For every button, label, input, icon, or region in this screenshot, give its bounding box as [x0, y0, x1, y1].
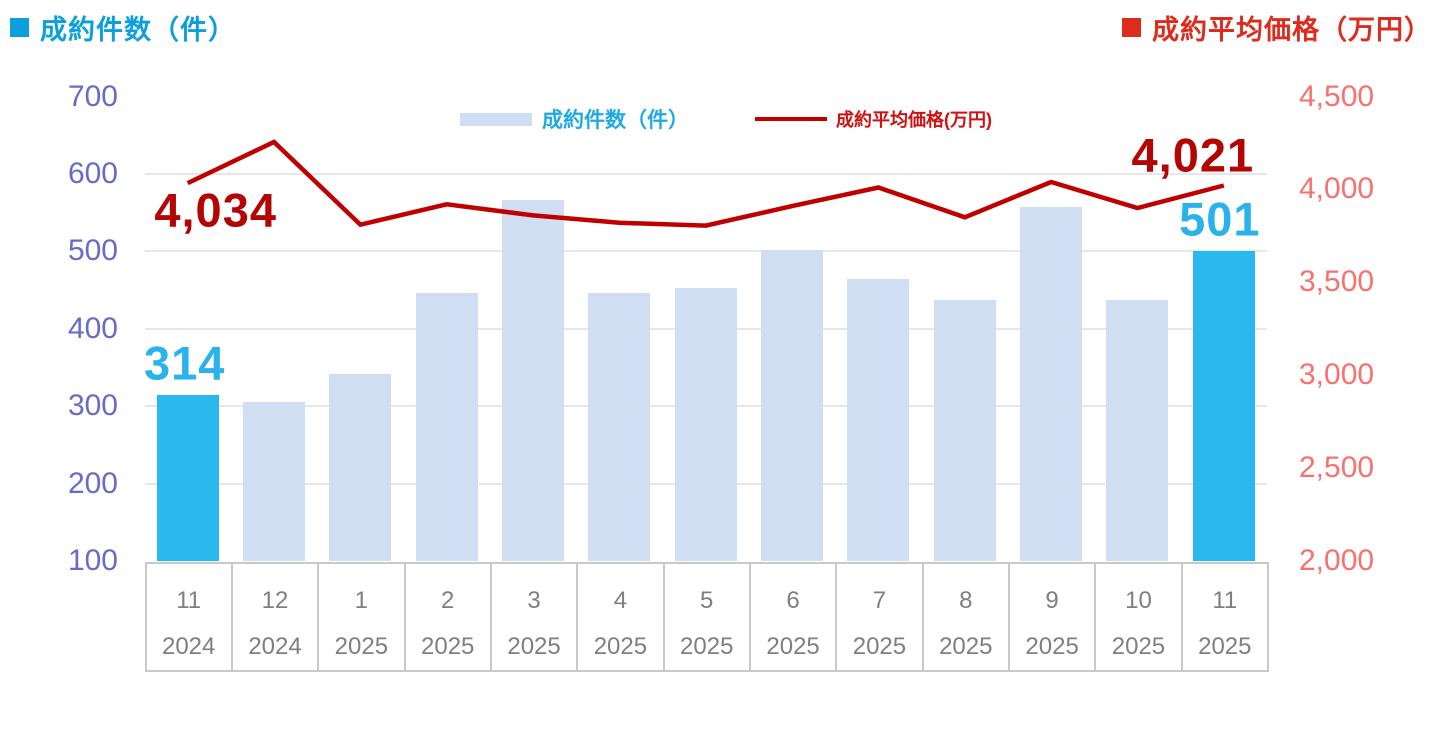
bar-7-2025 — [847, 279, 910, 561]
left-axis-tick-label: 500 — [67, 234, 118, 268]
bar-4-2025 — [588, 293, 651, 561]
gridline — [144, 172, 1267, 175]
x-axis-cell-1-2025: 1 2025 — [319, 564, 406, 670]
left-axis-tick-label: 200 — [67, 466, 118, 500]
x-axis-year-label: 2025 — [939, 633, 993, 660]
x-axis-month-label: 5 — [700, 587, 714, 614]
left-axis-tick-label: 100 — [67, 544, 118, 577]
left-axis-tick-label: 300 — [67, 389, 118, 423]
bar-value-label-501: 501 — [1179, 192, 1261, 246]
line-value-label-4034: 4,034 — [154, 183, 277, 237]
right-axis-tick-label: 2,000 — [1299, 544, 1375, 577]
x-axis-cell-10-2025: 10 2025 — [1096, 564, 1183, 670]
x-axis-year-label: 2025 — [421, 633, 475, 660]
x-axis-cell-5-2025: 5 2025 — [665, 564, 751, 670]
right-series-title: 成約平均価格（万円） — [1122, 8, 1432, 47]
line-value-label-4021: 4,021 — [1131, 128, 1255, 182]
x-axis-cell-12-2024: 12 2024 — [233, 564, 320, 670]
x-axis-cell-4-2025: 4 2025 — [578, 564, 665, 670]
left-axis-tick-label: 700 — [67, 79, 118, 113]
x-axis-cell-11-2025: 11 2025 — [1183, 564, 1267, 670]
x-axis-table: 11 2024 12 2024 1 2025 2 2025 3 2025 4 2025 5 2025 6 20… — [144, 562, 1269, 672]
x-axis-month-label: 8 — [959, 587, 973, 614]
legend-bar-label: 成約件数（件） — [542, 109, 689, 132]
right-axis-tick-label: 4,000 — [1299, 172, 1375, 206]
legend: 成約件数（件） 成約平均価格(万円) — [460, 104, 992, 134]
x-axis-year-label: 2025 — [1111, 633, 1166, 660]
bar-11-2024 — [156, 395, 219, 561]
x-axis-cell-8-2025: 8 2025 — [924, 564, 1010, 670]
bar-12-2024 — [243, 402, 306, 561]
bar-1-2025 — [329, 374, 392, 561]
x-axis-month-label: 9 — [1045, 587, 1059, 614]
x-axis-year-label: 2025 — [766, 633, 820, 660]
bar-5-2025 — [674, 288, 737, 561]
bar-11-2025 — [1192, 250, 1255, 561]
right-series-title-text: 成約平均価格（万円） — [1152, 15, 1432, 45]
x-axis-year-label: 2024 — [161, 633, 216, 660]
bar-9-2025 — [1020, 207, 1083, 561]
bar-8-2025 — [933, 300, 996, 561]
x-axis-month-label: 6 — [786, 587, 800, 614]
x-axis-cell-2-2025: 2 2025 — [406, 564, 492, 670]
x-axis-month-label: 3 — [527, 587, 541, 614]
right-axis-tick-label: 3,000 — [1299, 358, 1375, 392]
x-axis-cell-3-2025: 3 2025 — [492, 564, 579, 670]
cyan-square-icon — [10, 18, 29, 37]
left-series-title: 成約件数（件） — [10, 8, 236, 47]
x-axis-year-label: 2025 — [507, 633, 561, 660]
bar-3-2025 — [502, 200, 565, 561]
bar-2-2025 — [415, 293, 478, 561]
left-axis-tick-label: 600 — [67, 156, 118, 190]
x-axis-year-label: 2025 — [593, 633, 648, 660]
x-axis-year-label: 2025 — [1025, 633, 1079, 660]
x-axis-month-label: 12 — [261, 587, 289, 614]
x-axis-month-label: 7 — [872, 587, 887, 614]
legend-bar-swatch-icon — [460, 112, 532, 126]
left-series-title-text: 成約件数（件） — [40, 15, 236, 45]
x-axis-cell-7-2025: 7 2025 — [837, 564, 924, 670]
bar-6-2025 — [761, 249, 824, 561]
legend-line-swatch-icon — [755, 117, 827, 121]
x-axis-year-label: 2024 — [248, 633, 302, 660]
x-axis-year-label: 2025 — [334, 633, 389, 660]
x-axis-year-label: 2025 — [680, 633, 734, 660]
x-axis-month-label: 4 — [613, 587, 628, 614]
red-square-icon — [1122, 18, 1141, 37]
bar-value-label-314: 314 — [143, 336, 226, 390]
x-axis-month-label: 2 — [441, 587, 455, 614]
legend-line-label: 成約平均価格(万円) — [836, 110, 992, 130]
x-axis-cell-11-2024: 11 2024 — [147, 564, 233, 670]
bar-10-2025 — [1106, 300, 1169, 561]
right-axis-tick-label: 4,500 — [1299, 79, 1375, 113]
gridline — [144, 250, 1267, 253]
x-axis-month-label: 1 — [354, 587, 369, 614]
x-axis-month-label: 11 — [176, 587, 202, 614]
right-axis-tick-label: 3,500 — [1299, 265, 1375, 299]
x-axis-year-label: 2025 — [1198, 633, 1252, 660]
x-axis-cell-6-2025: 6 2025 — [751, 564, 838, 670]
left-axis-tick-label: 400 — [67, 311, 118, 345]
x-axis-cell-9-2025: 9 2025 — [1010, 564, 1097, 670]
x-axis-month-label: 10 — [1125, 587, 1152, 614]
x-axis-month-label: 11 — [1212, 587, 1238, 614]
x-axis-year-label: 2025 — [852, 633, 907, 660]
right-axis-tick-label: 2,500 — [1299, 451, 1375, 485]
